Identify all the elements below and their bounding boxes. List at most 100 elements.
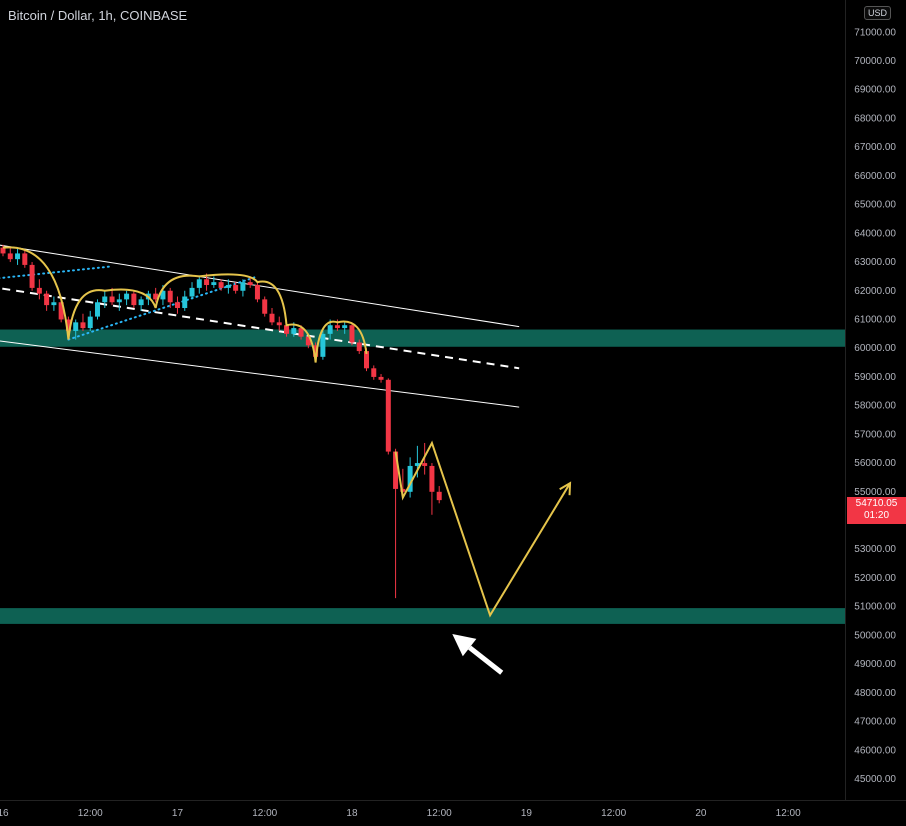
candle-body — [385, 379, 391, 452]
candle-body — [80, 322, 86, 329]
candle-body — [22, 253, 28, 265]
y-tick-label: 52000.00 — [854, 573, 896, 584]
candle-body — [247, 282, 253, 286]
x-tick-label: 12:00 — [776, 808, 801, 819]
candle-body — [414, 463, 420, 466]
x-tick-label: 20 — [695, 808, 707, 819]
currency-badge[interactable]: USD — [864, 6, 892, 20]
candle-body — [160, 290, 166, 300]
candle-body — [29, 264, 35, 288]
last-price-tag: 54710.05 01:20 — [847, 497, 906, 524]
x-tick-label: 12:00 — [427, 808, 452, 819]
y-tick-label: 62000.00 — [854, 286, 896, 297]
candle-body — [298, 328, 304, 337]
price-axis-bg — [845, 0, 906, 826]
candle-body — [305, 336, 311, 346]
candle-body — [276, 322, 282, 326]
candle-body — [189, 287, 195, 297]
candle-body — [218, 282, 224, 288]
y-tick-label: 51000.00 — [854, 602, 896, 613]
y-tick-label: 66000.00 — [854, 171, 896, 182]
candle-body — [211, 282, 217, 286]
x-tick-label: 17 — [172, 808, 184, 819]
candle-body — [65, 319, 71, 331]
candle-body — [422, 463, 428, 466]
y-tick-label: 46000.00 — [854, 745, 896, 756]
candle-body — [95, 302, 101, 317]
candle-body — [320, 333, 326, 357]
candle-body — [73, 322, 79, 331]
candle-body — [254, 285, 260, 300]
candle-body — [429, 465, 435, 492]
y-tick-label: 63000.00 — [854, 257, 896, 268]
candle-body — [436, 491, 442, 501]
candle-body — [0, 247, 6, 254]
candle-body — [153, 293, 159, 300]
dotted-trendline — [0, 265, 114, 280]
bar-countdown: 01:20 — [863, 510, 890, 521]
candle-body — [15, 253, 21, 260]
candle-body — [109, 296, 115, 303]
x-tick-label: 16 — [0, 808, 9, 819]
y-tick-label: 64000.00 — [854, 228, 896, 239]
candle-body — [174, 302, 180, 308]
y-tick-label: 65000.00 — [854, 200, 896, 211]
candle-body — [58, 302, 64, 320]
candle-body — [87, 316, 93, 329]
target-arrowhead — [452, 633, 477, 657]
y-tick-label: 55000.00 — [854, 487, 896, 498]
projection-arrowhead — [559, 481, 572, 496]
candle-body — [378, 376, 384, 380]
candle-body — [196, 279, 202, 288]
candle-body — [349, 325, 355, 343]
y-tick-label: 70000.00 — [854, 56, 896, 67]
support-zone — [0, 608, 845, 624]
candle-body — [291, 328, 297, 334]
candle-body — [51, 302, 57, 306]
y-tick-label: 48000.00 — [854, 688, 896, 699]
candle-body — [356, 342, 362, 352]
candle-body — [327, 325, 333, 334]
candle-body — [225, 285, 231, 288]
candle-body — [7, 253, 13, 260]
y-tick-label: 59000.00 — [854, 372, 896, 383]
candle-body — [262, 299, 268, 314]
candle-body — [342, 325, 348, 329]
target-arrow — [468, 645, 504, 675]
candle-body — [36, 287, 42, 294]
x-tick-label: 12:00 — [252, 808, 277, 819]
y-tick-label: 45000.00 — [854, 774, 896, 785]
x-tick-label: 18 — [346, 808, 358, 819]
y-tick-label: 69000.00 — [854, 85, 896, 96]
candle-body — [400, 488, 406, 492]
candle-body — [204, 279, 210, 286]
channel-line — [0, 244, 520, 328]
last-price-value: 54710.05 — [855, 498, 898, 509]
x-tick-label: 19 — [521, 808, 533, 819]
y-tick-label: 60000.00 — [854, 343, 896, 354]
projection-path — [394, 440, 571, 618]
x-tick-label: 12:00 — [601, 808, 626, 819]
y-tick-label: 71000.00 — [854, 27, 896, 38]
channel-line — [0, 340, 520, 408]
y-tick-label: 47000.00 — [854, 717, 896, 728]
candle-body — [240, 282, 246, 291]
y-tick-label: 68000.00 — [854, 113, 896, 124]
candle-body — [102, 296, 108, 303]
y-tick-label: 58000.00 — [854, 401, 896, 412]
candle-body — [393, 451, 399, 489]
candle-body — [334, 325, 340, 329]
candle-body — [407, 465, 413, 492]
candle-body — [269, 313, 275, 323]
candle-body — [131, 293, 137, 306]
candle-body — [44, 293, 50, 306]
channel-midline — [0, 287, 520, 370]
y-tick-label: 57000.00 — [854, 429, 896, 440]
candle-body — [182, 296, 188, 308]
y-tick-label: 67000.00 — [854, 142, 896, 153]
candle-body — [167, 290, 173, 303]
candle-body — [233, 285, 239, 291]
candle-body — [124, 293, 130, 300]
candle-body — [116, 299, 122, 303]
